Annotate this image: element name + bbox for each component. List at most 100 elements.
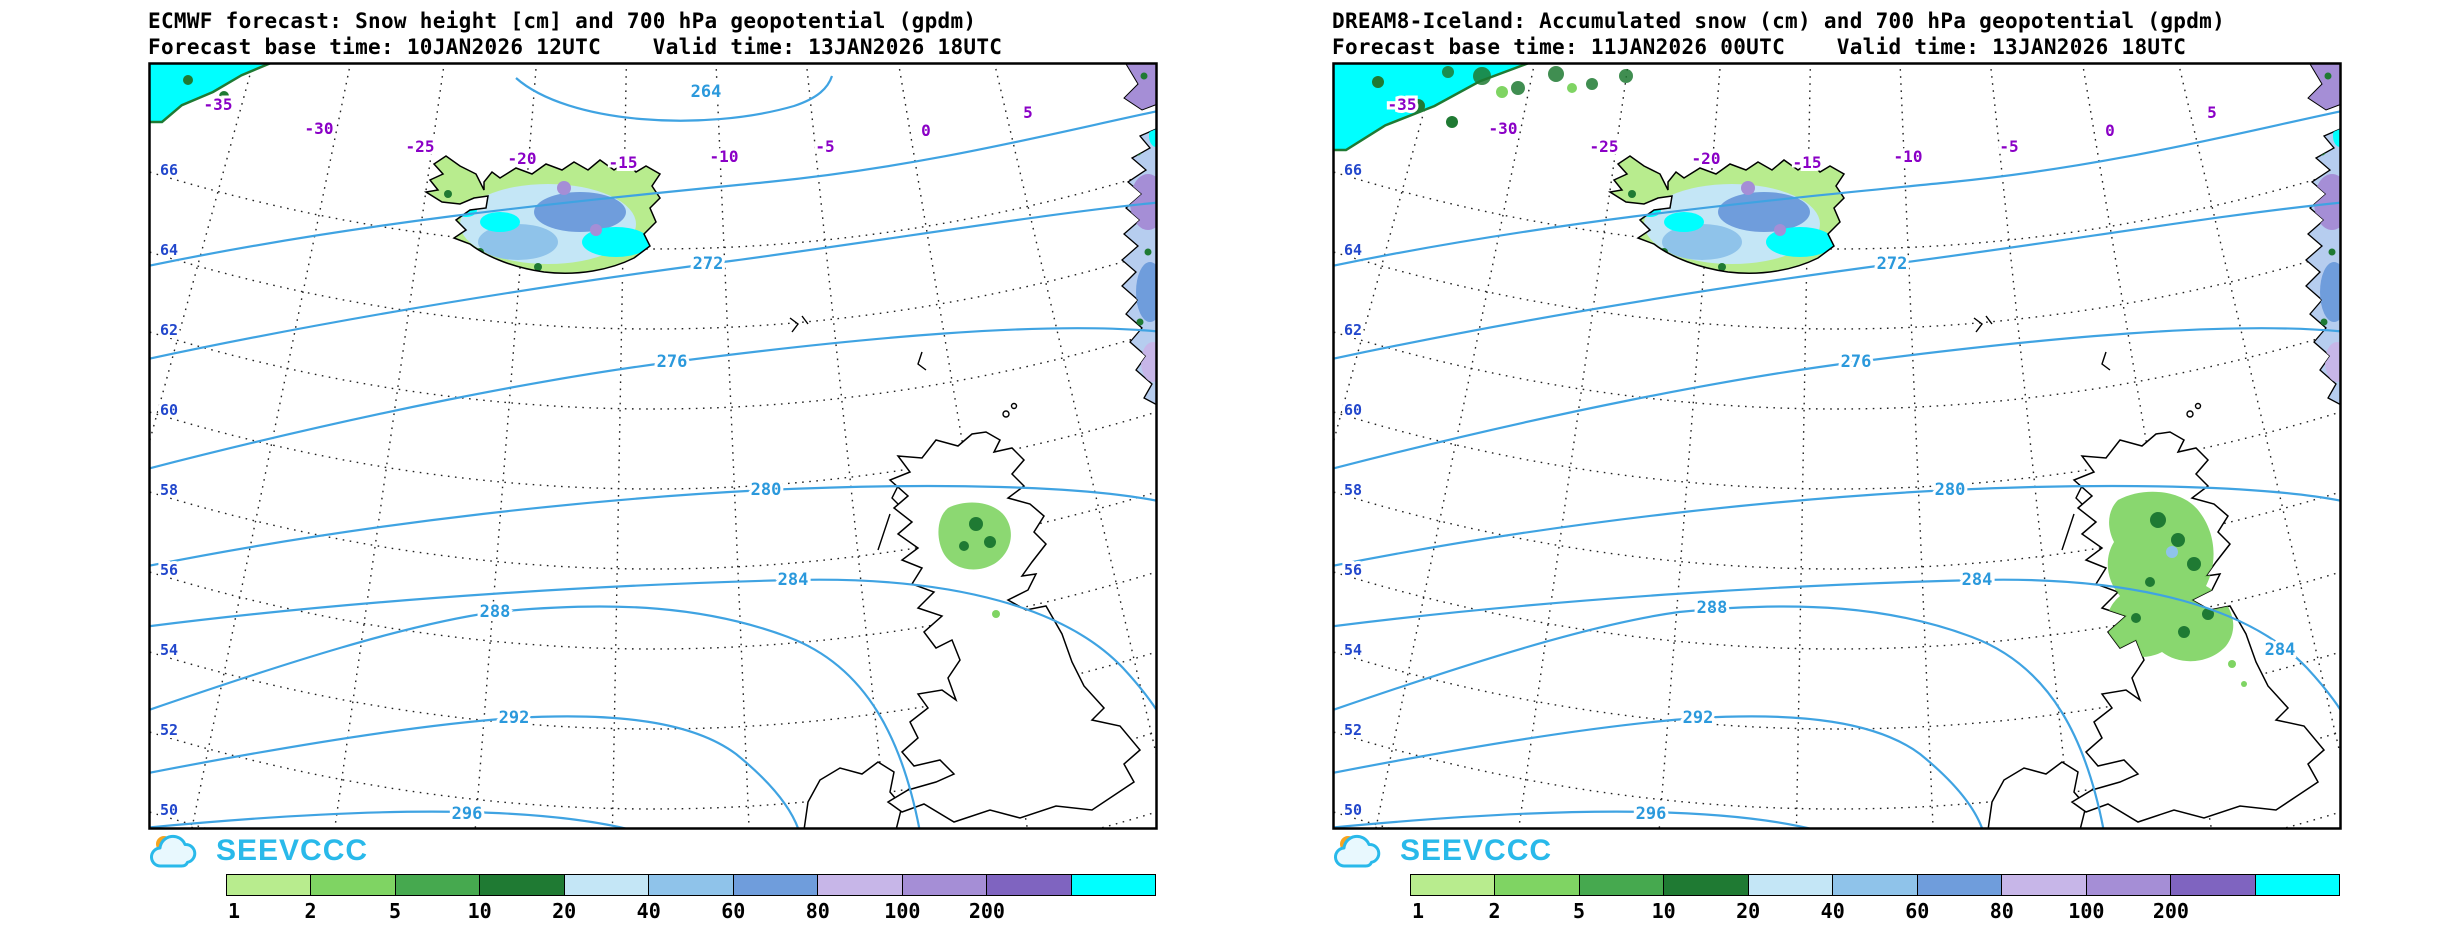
legend-value-label: 60 <box>1905 899 1930 923</box>
legend-value-label: 2 <box>304 899 317 923</box>
greenland-coast <box>149 63 275 124</box>
scotland-snow <box>938 502 1011 618</box>
legend-value-label: 10 <box>1651 899 1676 923</box>
svg-text:292: 292 <box>499 708 530 728</box>
svg-text:-15: -15 <box>1793 153 1822 172</box>
colorbar-segments <box>1410 874 2340 896</box>
svg-text:288: 288 <box>1697 598 1728 618</box>
svg-text:-20: -20 <box>508 149 537 168</box>
legend-value-label: 40 <box>636 899 661 923</box>
forecast-panel-dream8: DREAM8-Iceland: Accumulated snow (cm) an… <box>1332 8 2345 923</box>
svg-text:264: 264 <box>691 82 722 102</box>
legend-value-label: 40 <box>1820 899 1845 923</box>
geopotential-contours <box>1333 110 2341 829</box>
snow-colorbar: 1 2 5 10 20 40 60 80 100 200 <box>1410 874 2340 923</box>
forecast-panel-ecmwf: ECMWF forecast: Snow height [cm] and 700… <box>148 8 1161 923</box>
svg-text:276: 276 <box>657 352 688 372</box>
svg-text:-35: -35 <box>204 95 233 114</box>
panel-title: DREAM8-Iceland: Accumulated snow (cm) an… <box>1332 9 2226 33</box>
legend-color-swatch <box>480 875 565 895</box>
legend-color-swatch <box>987 875 1072 895</box>
svg-text:54: 54 <box>1344 641 1362 659</box>
svg-text:5: 5 <box>2207 103 2217 122</box>
svg-text:50: 50 <box>1344 801 1362 819</box>
legend-value-label: 5 <box>1573 899 1586 923</box>
svg-text:276: 276 <box>1841 352 1872 372</box>
legend-color-swatch <box>395 875 481 895</box>
legend-value-label: 10 <box>467 899 492 923</box>
svg-text:288: 288 <box>480 602 511 622</box>
svg-text:64: 64 <box>1344 241 1362 259</box>
svg-text:284: 284 <box>778 570 809 590</box>
seevccc-logo: SEEVCCC <box>148 832 1161 870</box>
svg-text:50: 50 <box>160 801 178 819</box>
legend-color-swatch <box>1495 875 1580 895</box>
svg-text:62: 62 <box>1344 321 1362 339</box>
norway-coast <box>1121 63 1157 406</box>
svg-text:296: 296 <box>452 804 483 824</box>
svg-text:-25: -25 <box>406 137 435 156</box>
svg-text:-20: -20 <box>1692 149 1721 168</box>
svg-text:280: 280 <box>751 480 782 500</box>
legend-color-swatch <box>1917 875 2003 895</box>
legend-value-label: 100 <box>2068 899 2105 923</box>
svg-text:284: 284 <box>1962 570 1993 590</box>
snow-colorbar: 1 2 5 10 20 40 60 80 100 200 <box>226 874 1156 923</box>
legend-color-swatch <box>2171 875 2256 895</box>
legend-value-label: 2 <box>1488 899 1501 923</box>
graticule-labels: -35 -30 -25 -20 -15 -10 -5 0 5 66 64 62 60 58 56 54 52 50 <box>1341 92 2220 822</box>
cloud-logo-icon <box>150 834 197 868</box>
svg-text:54: 54 <box>160 641 178 659</box>
legend-color-swatch <box>1411 875 1496 895</box>
svg-text:66: 66 <box>1344 161 1362 179</box>
svg-text:284: 284 <box>2265 640 2296 660</box>
legend-value-label: 1 <box>227 899 241 923</box>
legend-color-swatch <box>2086 875 2172 895</box>
colorbar-segments <box>226 874 1156 896</box>
panel-title: ECMWF forecast: Snow height [cm] and 700… <box>148 9 977 33</box>
panel-subtitle: Forecast base time: 10JAN2026 12UTC Vali… <box>148 35 1003 59</box>
legend-color-swatch <box>1833 875 1918 895</box>
svg-text:66: 66 <box>160 161 178 179</box>
panel-subtitle: Forecast base time: 11JAN2026 00UTC Vali… <box>1332 35 2187 59</box>
legend-value-label: 5 <box>389 899 402 923</box>
svg-text:-15: -15 <box>609 153 638 172</box>
svg-text:58: 58 <box>160 481 178 499</box>
scotland-snow <box>2106 491 2247 687</box>
contour-labels: 264 272 276 280 284 288 292 296 <box>449 79 812 827</box>
svg-text:296: 296 <box>1636 804 1667 824</box>
legend-value-label: 20 <box>1736 899 1761 923</box>
ireland-coast <box>803 761 903 829</box>
legend-value-label: 80 <box>805 899 830 923</box>
svg-text:56: 56 <box>160 561 178 579</box>
legend-color-swatch <box>649 875 734 895</box>
svg-text:-25: -25 <box>1590 137 1619 156</box>
logo-text: SEEVCCC <box>216 834 369 867</box>
legend-color-swatch <box>1748 875 1834 895</box>
seevccc-logo: SEEVCCC <box>1332 832 2345 870</box>
legend-color-swatch <box>2255 875 2339 895</box>
legend-value-label: 60 <box>721 899 746 923</box>
svg-text:272: 272 <box>1877 254 1908 274</box>
legend-value-label: 100 <box>884 899 921 923</box>
svg-text:0: 0 <box>921 121 931 140</box>
legend-color-swatch <box>733 875 819 895</box>
norway-coast <box>2305 63 2341 406</box>
svg-text:0: 0 <box>2105 121 2115 140</box>
svg-text:5: 5 <box>1023 103 1033 122</box>
legend-color-swatch <box>1664 875 1749 895</box>
svg-text:-5: -5 <box>1999 137 2018 156</box>
map-border <box>1332 62 2342 830</box>
geopotential-contours <box>149 75 1157 829</box>
svg-text:-30: -30 <box>305 119 334 138</box>
graticule-labels: -35 -30 -25 -20 -15 -10 -5 0 5 66 64 62 60 58 56 54 52 50 <box>157 92 1036 822</box>
svg-text:60: 60 <box>1344 401 1362 419</box>
logo-text: SEEVCCC <box>1400 834 1553 867</box>
legend-value-label: 200 <box>2152 899 2189 923</box>
legend-value-label: 1 <box>1411 899 1425 923</box>
svg-text:-10: -10 <box>710 147 739 166</box>
svg-text:62: 62 <box>160 321 178 339</box>
